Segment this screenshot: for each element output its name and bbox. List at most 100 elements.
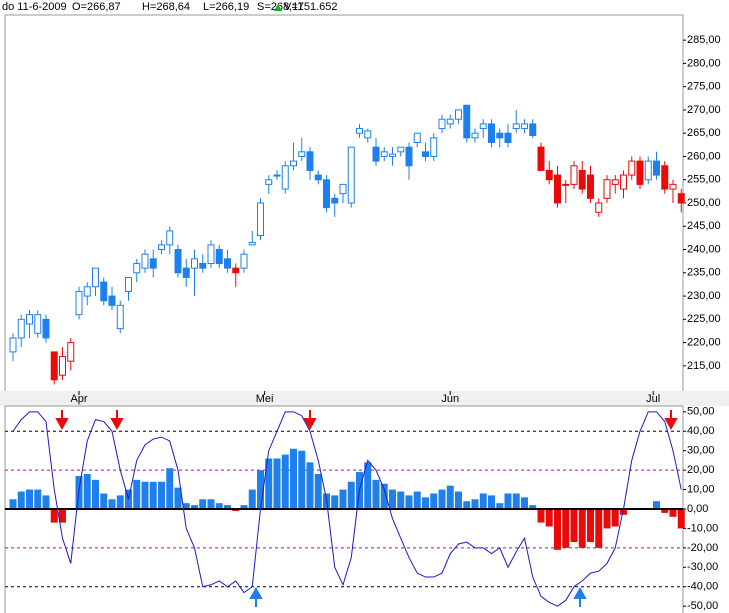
histogram-bar [661, 509, 669, 513]
histogram-bar [430, 493, 438, 509]
candle-body [587, 174, 594, 199]
histogram-bar [108, 499, 116, 509]
y-tick-label: 235,00 [687, 267, 721, 279]
y-tick-label: -20,00 [687, 542, 718, 554]
histogram-bar [504, 493, 512, 509]
histogram-bar [521, 497, 528, 509]
candle-body [554, 174, 561, 204]
histogram-bar [199, 499, 207, 509]
candle-body [141, 253, 149, 269]
y-tick-label: 270,00 [687, 104, 721, 116]
candle-body [389, 153, 396, 157]
candle-body [677, 193, 685, 204]
candle-body [191, 258, 198, 269]
candle-body [314, 174, 322, 181]
header-high: H=268,64 [142, 1, 190, 13]
y-tick-label: 225,00 [687, 313, 721, 325]
y-tick-label: 30,00 [687, 445, 715, 457]
candle-body [422, 151, 429, 157]
candle-body [158, 244, 165, 251]
candle-body [653, 160, 660, 176]
sell-arrow [664, 410, 678, 431]
candle-body [257, 202, 264, 237]
histogram-bar [83, 474, 91, 509]
histogram-bar [595, 509, 603, 548]
candle-body [323, 179, 330, 209]
candle-body [537, 146, 545, 171]
candle-body [34, 314, 42, 334]
histogram-bar [405, 495, 413, 509]
y-tick-label: 230,00 [687, 290, 721, 302]
histogram-bar [314, 474, 322, 509]
candle-body [430, 137, 438, 157]
y-tick-label: -40,00 [687, 581, 718, 593]
candle-body [75, 290, 83, 316]
y-tick-label: 220,00 [687, 337, 721, 349]
header-close: S=268,11 [257, 1, 304, 13]
histogram-bar [298, 450, 306, 509]
histogram-bar [488, 495, 495, 509]
y-tick-label: 0,00 [687, 503, 708, 515]
histogram-bar [364, 462, 372, 509]
x-tick-label: Jul [646, 393, 660, 405]
candle-body [413, 132, 421, 144]
candle-body [182, 267, 190, 278]
histogram-bar [17, 491, 25, 509]
y-tick-label: -10,00 [687, 522, 718, 534]
histogram-bar [669, 509, 677, 517]
histogram-bar [372, 479, 380, 509]
histogram-bar [529, 505, 537, 509]
sell-arrow [303, 410, 317, 431]
histogram-bar [166, 468, 174, 509]
y-tick-label: 240,00 [687, 243, 721, 255]
candle-body [339, 183, 347, 195]
candle-body [488, 123, 495, 144]
y-tick-label: 40,00 [687, 425, 715, 437]
buy-arrow [573, 586, 587, 607]
histogram-bar [149, 481, 157, 509]
candle-body [281, 165, 289, 190]
candle-body [17, 318, 25, 339]
histogram-bar [512, 493, 520, 509]
header-volume: V=751.652 [284, 1, 338, 13]
candle-body [59, 356, 66, 376]
candle-body [479, 123, 487, 130]
candle-body [50, 351, 58, 381]
histogram-bar [471, 499, 479, 509]
histogram-bar [446, 485, 454, 509]
histogram-bar [257, 470, 264, 509]
candle-body [108, 295, 116, 306]
candle-body [215, 249, 223, 264]
buy-arrow [249, 586, 263, 607]
candle-body [356, 128, 363, 134]
histogram-bar [570, 509, 578, 543]
candle-body [240, 253, 248, 269]
histogram-bar [116, 495, 124, 509]
candle-body [298, 151, 306, 157]
candle-body [620, 174, 627, 190]
candle-body [455, 109, 462, 120]
histogram-bar [413, 491, 421, 509]
histogram-bar [677, 509, 685, 529]
candle-body [562, 183, 570, 186]
histogram-bar [26, 489, 33, 509]
histogram-bar [265, 458, 273, 509]
candle-body [380, 151, 388, 157]
histogram-bar [620, 509, 627, 515]
histogram-bar [603, 509, 611, 529]
y-tick-label: 215,00 [687, 360, 721, 372]
histogram-bar [141, 481, 149, 509]
histogram-bar [463, 501, 471, 509]
candle-body [207, 244, 215, 264]
header-low: L=266,19 [203, 1, 249, 13]
candle-body [471, 132, 479, 139]
sell-arrow [55, 410, 69, 431]
candle-body [92, 267, 99, 288]
candle-body [504, 132, 512, 144]
candle-body [133, 262, 141, 274]
histogram-bar [306, 462, 314, 509]
candle-body [578, 169, 586, 190]
histogram-bar [248, 489, 256, 509]
candle-body [199, 262, 207, 269]
candle-body [628, 160, 636, 176]
